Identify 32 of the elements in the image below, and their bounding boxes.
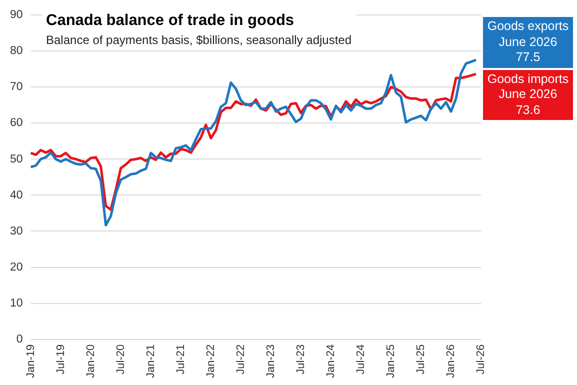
- y-tick-label: 40: [10, 189, 23, 202]
- x-tick-label: Jan-23: [264, 344, 277, 378]
- y-tick-label: 70: [10, 81, 23, 94]
- text: Balance of payments basis, $billions, seasonally adjusted: [46, 33, 352, 47]
- text: Goods exports: [487, 19, 569, 33]
- x-tick-label: Jan-25: [384, 344, 397, 378]
- x-tick-label: Jul-20: [114, 344, 127, 374]
- x-tick-label: Jan-21: [144, 344, 157, 378]
- y-tick-label: 90: [10, 9, 23, 22]
- x-tick-label: Jul-26: [475, 344, 488, 374]
- y-tick-label: 80: [10, 45, 23, 58]
- x-tick-label: Jan-22: [204, 344, 217, 378]
- x-tick-label: Jul-21: [174, 344, 187, 374]
- y-tick-label: 30: [10, 225, 23, 238]
- y-tick-label: 50: [10, 153, 23, 166]
- y-tick-label: 60: [10, 117, 23, 130]
- chart-title: Canada balance of trade in goods: [46, 12, 296, 30]
- x-tick-label: Jul-25: [415, 344, 428, 374]
- x-tick-label: Jul-23: [294, 344, 307, 374]
- x-tick-label: Jan-24: [324, 344, 337, 378]
- x-tick-label: Jul-24: [354, 344, 367, 374]
- y-tick-label: 20: [10, 261, 23, 274]
- x-tick-label: Jan-26: [445, 344, 458, 378]
- text: June 2026 73.6: [498, 87, 558, 116]
- x-tick-label: Jul-19: [54, 344, 67, 374]
- text: June 2026 77.5: [498, 34, 558, 64]
- x-tick-label: Jan-20: [84, 344, 97, 378]
- y-tick-label: 0: [16, 334, 23, 346]
- series-label: Goods imports: [487, 72, 569, 86]
- y-tick-label: 10: [10, 297, 23, 310]
- x-tick-label: Jan-19: [24, 344, 37, 378]
- x-tick-label: Jul-22: [234, 344, 247, 374]
